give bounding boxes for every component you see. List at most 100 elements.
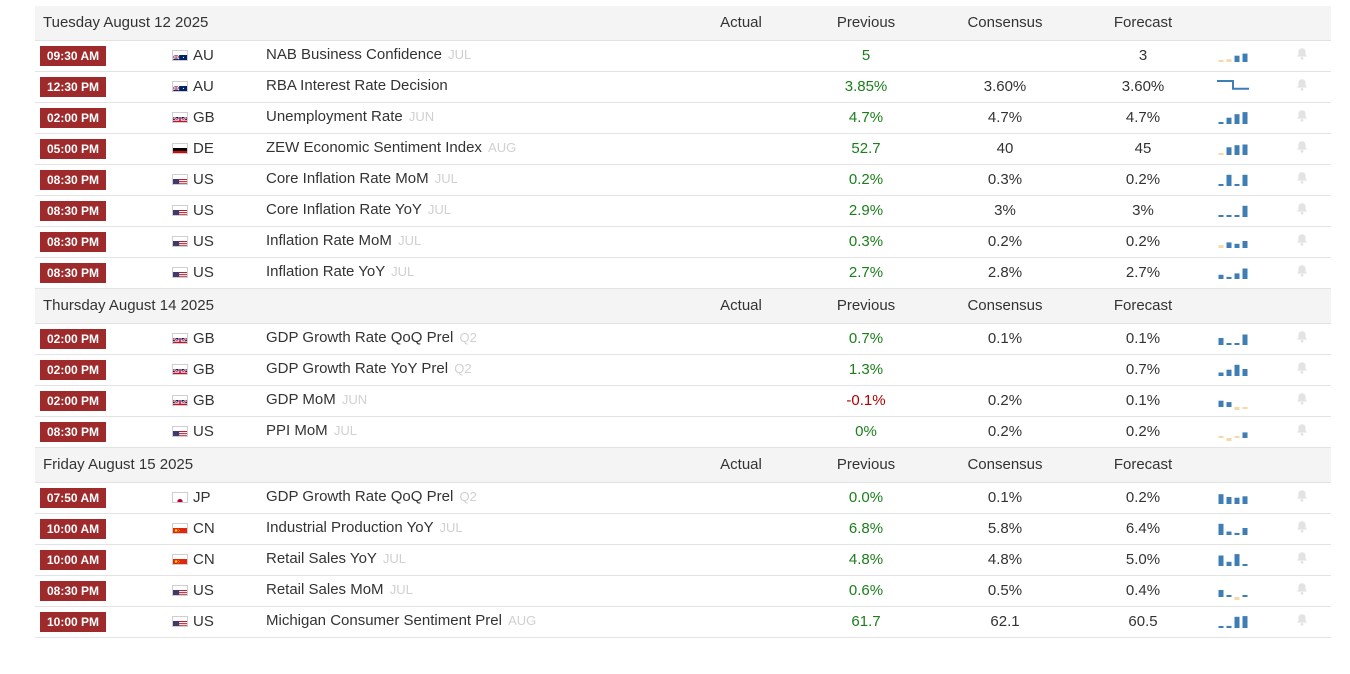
previous-value: 3.85% xyxy=(844,78,888,95)
country-code: US xyxy=(193,171,214,188)
flag-gb-icon xyxy=(172,364,188,375)
spark-bar xyxy=(1226,369,1232,376)
history-sparkline[interactable] xyxy=(1217,423,1249,441)
table-row[interactable]: 08:30 PM US Retail Sales MoM JUL 0.6% 0.5% 0.… xyxy=(35,576,1331,607)
reference-period: JUL xyxy=(333,423,357,438)
event-name-link[interactable]: Michigan Consumer Sentiment Prel AUG xyxy=(266,612,536,629)
country-code: US xyxy=(193,233,214,250)
flag-us-icon xyxy=(172,205,188,216)
previous-value: 2.9% xyxy=(848,202,884,219)
table-row[interactable]: 10:00 PM US Michigan Consumer Sentiment Pr… xyxy=(35,607,1331,638)
event-name-link[interactable]: Retail Sales YoY JUL xyxy=(266,550,406,567)
history-sparkline[interactable] xyxy=(1217,520,1249,538)
history-sparkline[interactable] xyxy=(1217,330,1249,348)
flag-au-icon xyxy=(172,81,188,92)
flag-de-icon xyxy=(172,143,188,154)
event-name-link[interactable]: Core Inflation Rate YoY JUL xyxy=(266,201,451,218)
bell-icon[interactable] xyxy=(1295,489,1309,503)
event-name-link[interactable]: Inflation Rate MoM JUL xyxy=(266,232,421,249)
history-sparkline[interactable] xyxy=(1217,47,1249,65)
flag-cn-icon xyxy=(172,523,188,534)
spark-bar xyxy=(1226,438,1232,441)
history-sparkline[interactable] xyxy=(1217,613,1249,631)
event-name-link[interactable]: Unemployment Rate JUN xyxy=(266,108,434,125)
event-name-link[interactable]: Core Inflation Rate MoM JUL xyxy=(266,170,458,187)
previous-value: 0.3% xyxy=(848,233,884,250)
table-row[interactable]: 09:30 AM AU NAB Business Confidence JUL 5 3 xyxy=(35,41,1331,72)
table-row[interactable]: 07:50 AM JP GDP Growth Rate QoQ Prel Q2 0.0… xyxy=(35,483,1331,514)
country-code: US xyxy=(193,582,214,599)
bell-icon[interactable] xyxy=(1295,423,1309,437)
table-row[interactable]: 10:00 AM CN Industrial Production YoY JUL 6… xyxy=(35,514,1331,545)
time-badge: 02:00 PM xyxy=(40,360,106,380)
bell-icon[interactable] xyxy=(1295,551,1309,565)
bell-icon[interactable] xyxy=(1295,520,1309,534)
table-row[interactable]: 10:00 AM CN Retail Sales YoY JUL 4.8% 4.8% 5.… xyxy=(35,545,1331,576)
spark-bar xyxy=(1226,343,1232,345)
spark-bar xyxy=(1218,184,1224,186)
event-name: GDP Growth Rate YoY Prel xyxy=(266,360,449,377)
spark-bar xyxy=(1226,174,1232,186)
bell-icon[interactable] xyxy=(1295,202,1309,216)
history-sparkline[interactable] xyxy=(1217,264,1249,282)
bell-icon[interactable] xyxy=(1295,392,1309,406)
event-name-link[interactable]: GDP Growth Rate QoQ Prel Q2 xyxy=(266,329,477,346)
reference-period: AUG xyxy=(488,140,517,155)
event-name-link[interactable]: Industrial Production YoY JUL xyxy=(266,519,463,536)
event-name: Michigan Consumer Sentiment Prel xyxy=(266,612,502,629)
history-sparkline[interactable] xyxy=(1217,582,1249,600)
table-row[interactable]: 02:00 PM GB GDP Growth Rate QoQ Prel Q2 0.7… xyxy=(35,324,1331,355)
forecast-value: 0.7% xyxy=(1125,361,1161,378)
history-sparkline[interactable] xyxy=(1217,109,1249,127)
history-sparkline[interactable] xyxy=(1217,233,1249,251)
history-sparkline[interactable] xyxy=(1217,140,1249,158)
event-name-link[interactable]: NAB Business Confidence JUL xyxy=(266,46,471,63)
history-sparkline[interactable] xyxy=(1217,78,1249,96)
bell-icon[interactable] xyxy=(1295,171,1309,185)
bell-icon[interactable] xyxy=(1295,140,1309,154)
history-sparkline[interactable] xyxy=(1217,551,1249,569)
table-row[interactable]: 05:00 PM DE ZEW Economic Sentiment Index A… xyxy=(35,134,1331,165)
table-row[interactable]: 08:30 PM US PPI MoM JUL 0% 0.2% 0.2% xyxy=(35,417,1331,448)
event-name-link[interactable]: PPI MoM JUL xyxy=(266,422,357,439)
spark-bar xyxy=(1234,436,1240,438)
spark-bar xyxy=(1218,153,1224,155)
spark-bar xyxy=(1226,59,1232,62)
event-name: Core Inflation Rate YoY xyxy=(266,201,422,218)
history-sparkline[interactable] xyxy=(1217,361,1249,379)
table-row[interactable]: 08:30 PM US Inflation Rate MoM JUL 0.3% 0.2%… xyxy=(35,227,1331,258)
bell-icon[interactable] xyxy=(1295,264,1309,278)
bell-icon[interactable] xyxy=(1295,47,1309,61)
history-sparkline[interactable] xyxy=(1217,202,1249,220)
table-row[interactable]: 12:30 PM AU RBA Interest Rate Decision 3.85… xyxy=(35,72,1331,103)
event-name-link[interactable]: Inflation Rate YoY JUL xyxy=(266,263,414,280)
table-row[interactable]: 02:00 PM GB Unemployment Rate JUN 4.7% 4.7% 4… xyxy=(35,103,1331,134)
event-name-link[interactable]: Retail Sales MoM JUL xyxy=(266,581,413,598)
table-row[interactable]: 08:30 PM US Core Inflation Rate MoM JUL 0.2… xyxy=(35,165,1331,196)
event-name-link[interactable]: GDP MoM JUN xyxy=(266,391,367,408)
bell-icon[interactable] xyxy=(1295,78,1309,92)
table-row[interactable]: 08:30 PM US Inflation Rate YoY JUL 2.7% 2.8%… xyxy=(35,258,1331,289)
history-sparkline[interactable] xyxy=(1217,392,1249,410)
event-name-link[interactable]: ZEW Economic Sentiment Index AUG xyxy=(266,139,516,156)
history-sparkline[interactable] xyxy=(1217,489,1249,507)
spark-bar xyxy=(1218,372,1224,376)
bell-icon[interactable] xyxy=(1295,582,1309,596)
event-name-link[interactable]: GDP Growth Rate YoY Prel Q2 xyxy=(266,360,472,377)
spark-bar xyxy=(1242,369,1248,376)
spark-bar xyxy=(1218,626,1224,628)
date-group-header: Thursday August 14 2025 Actual Previous Con… xyxy=(35,289,1331,324)
bell-icon[interactable] xyxy=(1295,109,1309,123)
bell-icon[interactable] xyxy=(1295,361,1309,375)
table-row[interactable]: 08:30 PM US Core Inflation Rate YoY JUL 2.9… xyxy=(35,196,1331,227)
spark-bar xyxy=(1242,205,1248,217)
bell-icon[interactable] xyxy=(1295,330,1309,344)
event-name-link[interactable]: GDP Growth Rate QoQ Prel Q2 xyxy=(266,488,477,505)
bell-icon[interactable] xyxy=(1295,613,1309,627)
history-sparkline[interactable] xyxy=(1217,171,1249,189)
bell-icon[interactable] xyxy=(1295,233,1309,247)
table-row[interactable]: 02:00 PM GB GDP Growth Rate YoY Prel Q2 1.3… xyxy=(35,355,1331,386)
table-row[interactable]: 02:00 PM GB GDP MoM JUN -0.1% 0.2% 0.1% xyxy=(35,386,1331,417)
event-name-link[interactable]: RBA Interest Rate Decision xyxy=(266,77,448,94)
consensus-value: 40 xyxy=(996,140,1014,157)
